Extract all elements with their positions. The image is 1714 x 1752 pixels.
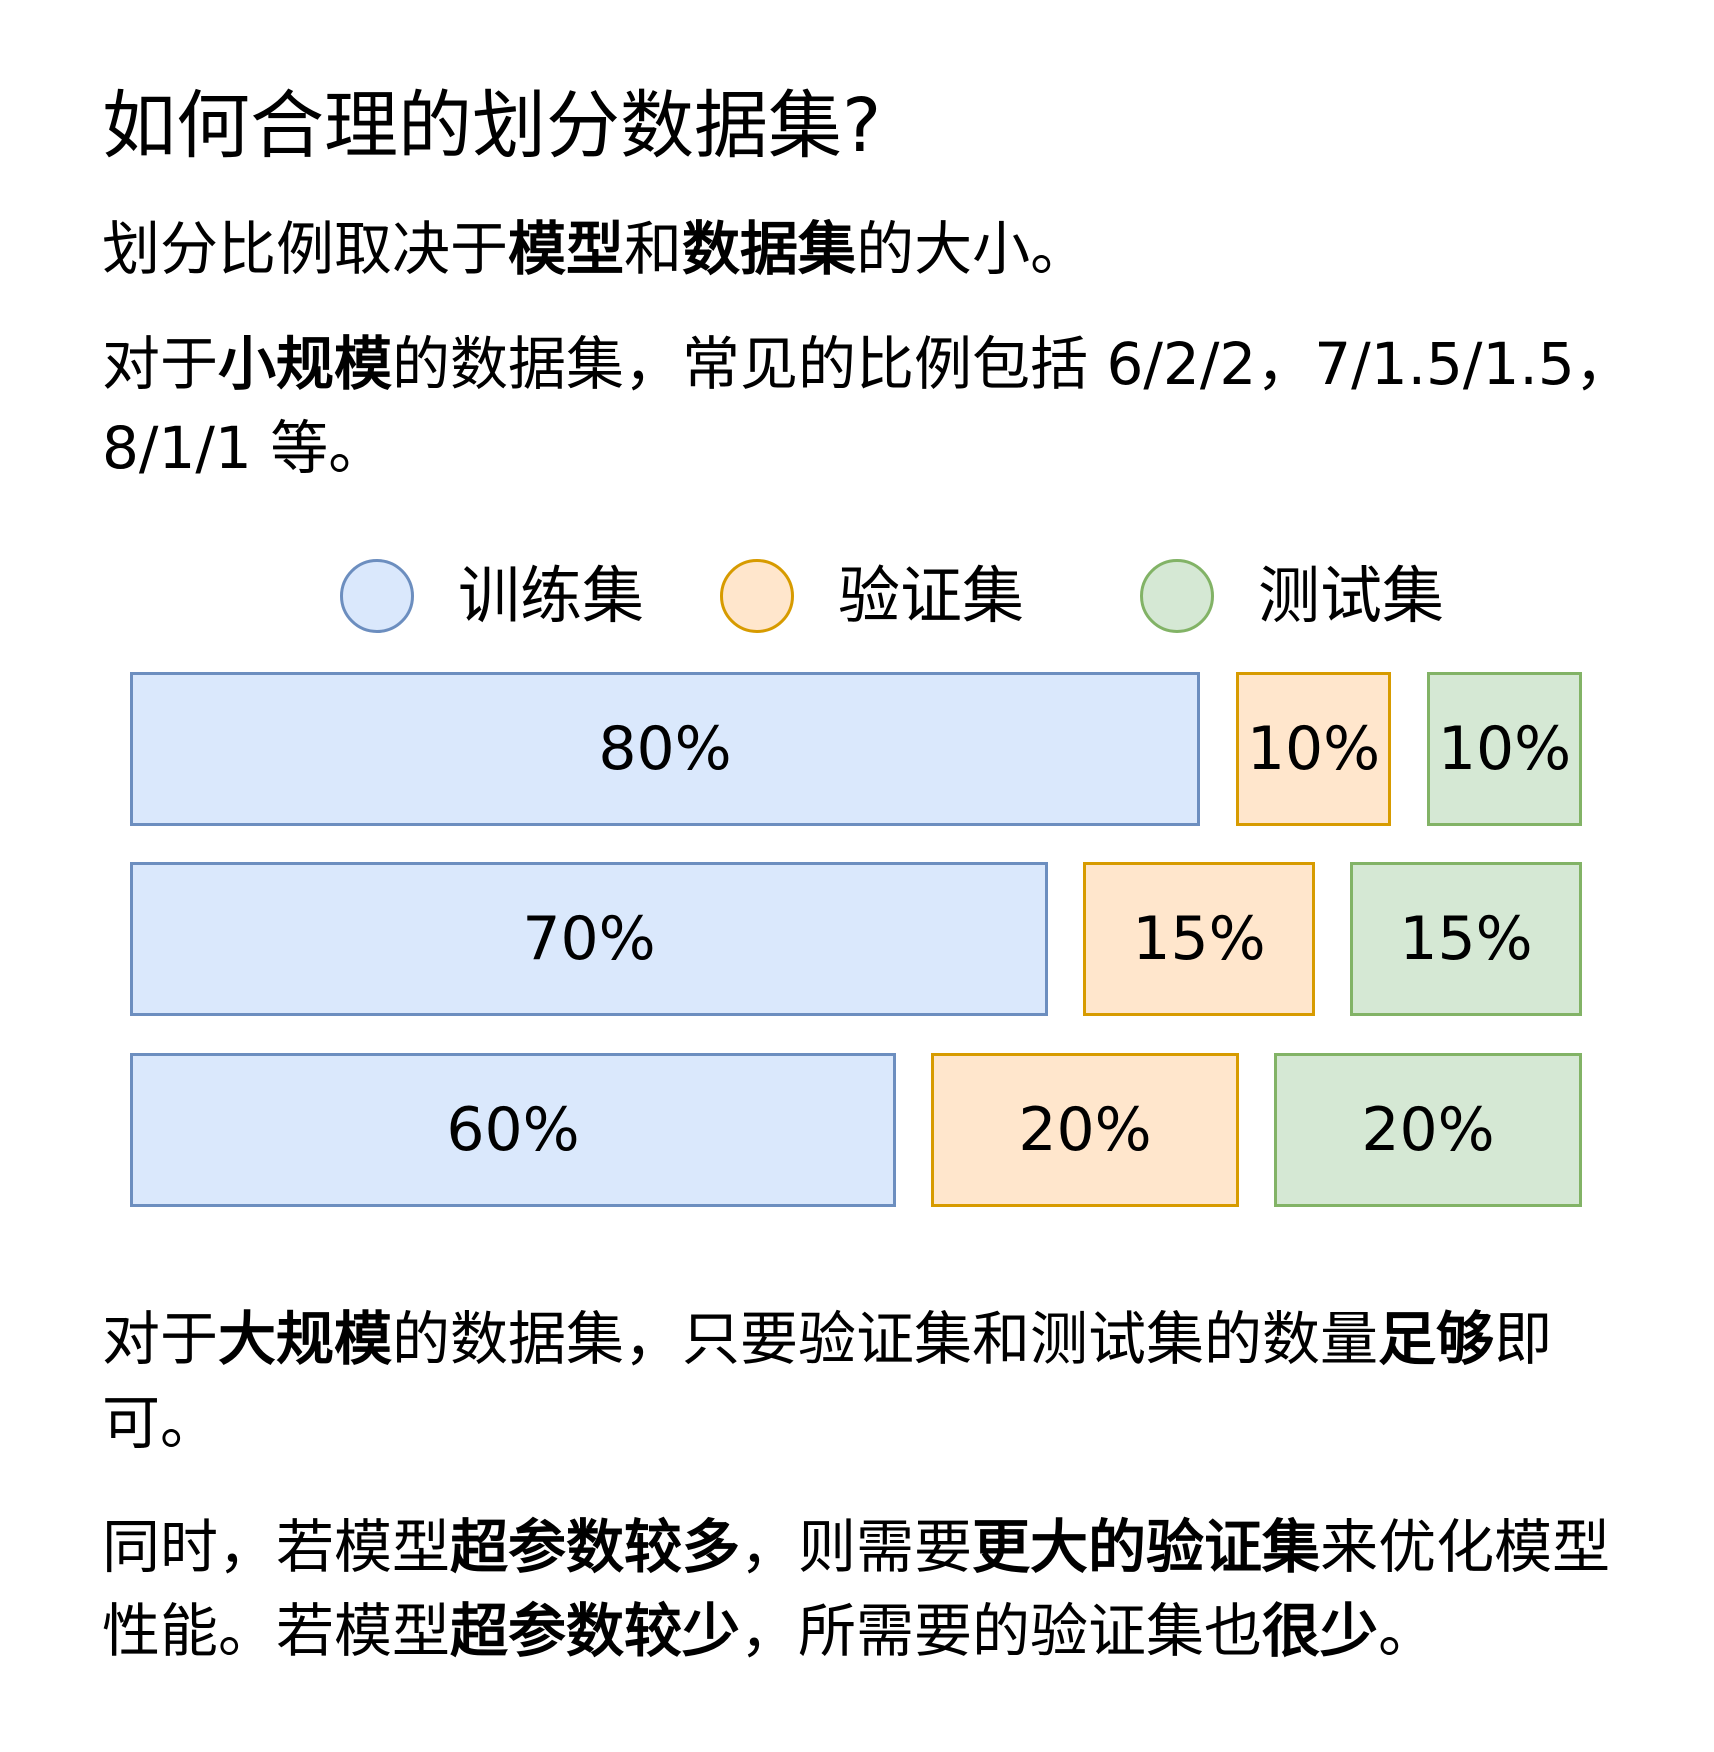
legend-train-label: 训练集 bbox=[458, 559, 645, 632]
paragraph-hyperparameters: 同时，若模型超参数较多，则需要更大的验证集来优化模型性能。若模型超参数较少，所需… bbox=[102, 1505, 1642, 1673]
legend-val-marker bbox=[720, 559, 794, 633]
para4-segment-1: 超参数较多 bbox=[450, 1513, 741, 1581]
bar-row2-val: 15% bbox=[1083, 862, 1315, 1016]
para3-segment-1: 大规模 bbox=[218, 1305, 393, 1373]
para2-segment-2: 的数据集，常见的比例包括 6/2/2，7/1.5/1.5，8/1/1 等。 bbox=[102, 330, 1633, 482]
legend-train-marker bbox=[340, 559, 414, 633]
para4-segment-7: 很少 bbox=[1262, 1597, 1379, 1665]
legend-test: 测试集 bbox=[1140, 556, 1444, 636]
para4-segment-4: 来优化模型性能。若模型 bbox=[102, 1513, 1611, 1665]
paragraph-small-scale: 对于小规模的数据集，常见的比例包括 6/2/2，7/1.5/1.5，8/1/1 … bbox=[102, 322, 1642, 490]
para3-segment-0: 对于 bbox=[102, 1305, 219, 1373]
bar-row3-test: 20% bbox=[1274, 1053, 1582, 1207]
para4-segment-2: ，则需要 bbox=[740, 1513, 973, 1581]
legend-val: 验证集 bbox=[720, 556, 1024, 636]
legend-train: 训练集 bbox=[340, 556, 644, 636]
page-title: 如何合理的划分数据集? bbox=[102, 83, 882, 169]
legend-test-marker bbox=[1140, 559, 1214, 633]
para4-segment-8: 。 bbox=[1378, 1597, 1437, 1665]
para1-segment-2: 和 bbox=[624, 215, 683, 283]
paragraph-large-scale: 对于大规模的数据集，只要验证集和测试集的数量足够即可。 bbox=[102, 1297, 1642, 1465]
para1-segment-1: 模型 bbox=[508, 215, 625, 283]
para4-segment-3: 更大的验证集 bbox=[972, 1513, 1321, 1581]
para4-segment-5: 超参数较少 bbox=[450, 1597, 741, 1665]
para2-segment-1: 小规模 bbox=[218, 330, 393, 398]
bar-row1-test: 10% bbox=[1427, 672, 1582, 826]
para1-segment-3: 数据集 bbox=[682, 215, 857, 283]
para3-segment-3: 足够 bbox=[1378, 1305, 1495, 1373]
para1-segment-4: 的大小。 bbox=[856, 215, 1089, 283]
bar-row3-train: 60% bbox=[130, 1053, 896, 1207]
para2-segment-0: 对于 bbox=[102, 330, 219, 398]
bar-row1-train: 80% bbox=[130, 672, 1200, 826]
para4-segment-6: ，所需要的验证集也 bbox=[740, 1597, 1263, 1665]
para3-segment-2: 的数据集，只要验证集和测试集的数量 bbox=[392, 1305, 1379, 1373]
bar-row2-train: 70% bbox=[130, 862, 1048, 1016]
bar-row3-val: 20% bbox=[931, 1053, 1239, 1207]
para4-segment-0: 同时，若模型 bbox=[102, 1513, 451, 1581]
para1-segment-0: 划分比例取决于 bbox=[102, 215, 509, 283]
bar-row2-test: 15% bbox=[1350, 862, 1582, 1016]
bar-row1-val: 10% bbox=[1236, 672, 1391, 826]
para3-segment-4: 即可。 bbox=[102, 1305, 1553, 1457]
legend-val-label: 验证集 bbox=[838, 559, 1025, 632]
paragraph-ratio-depends: 划分比例取决于模型和数据集的大小。 bbox=[102, 207, 1642, 291]
legend-test-label: 测试集 bbox=[1258, 559, 1445, 632]
